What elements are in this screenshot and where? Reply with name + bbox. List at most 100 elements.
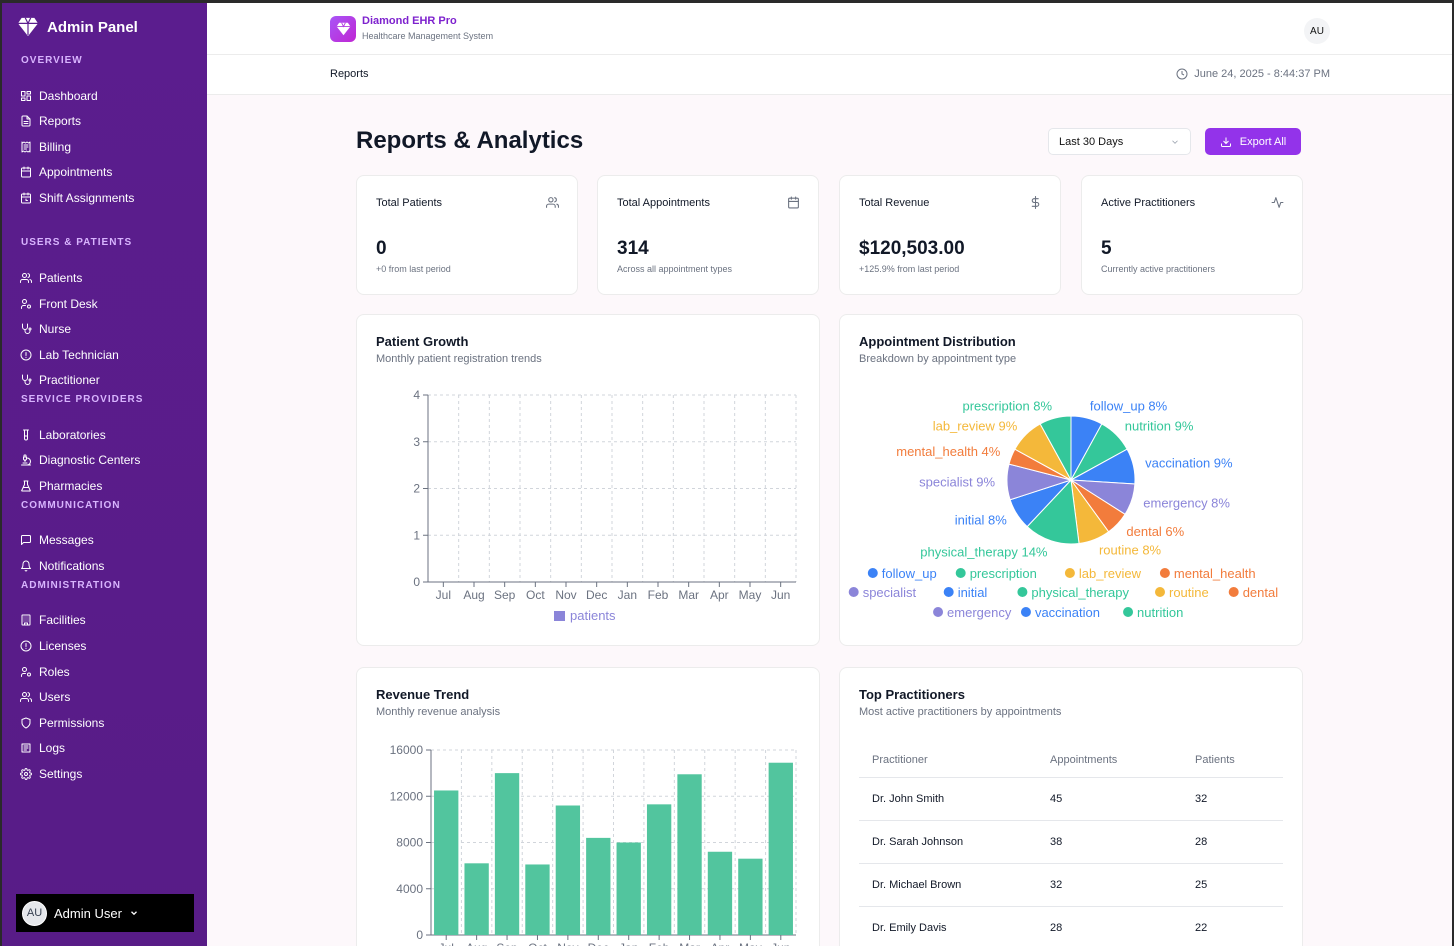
bar[interactable]	[494, 773, 520, 935]
datetime-text: June 24, 2025 - 8:44:37 PM	[1194, 68, 1330, 80]
stat-value: 314	[617, 238, 649, 259]
bar[interactable]	[677, 774, 702, 935]
legend-label-specialist: specialist	[863, 585, 917, 600]
sidebar-section-label: COMMUNICATION	[21, 500, 121, 511]
bar[interactable]	[738, 858, 763, 935]
stat-card-total-revenue: Total Revenue $120,503.00 +125.9% from las…	[839, 175, 1061, 295]
users-icon	[20, 691, 32, 703]
sidebar-item-diagnostic-centers[interactable]: Diagnostic Centers	[20, 451, 140, 469]
sidebar-item-laboratories[interactable]: Laboratories	[20, 426, 106, 444]
column-header-practitioner[interactable]: Practitioner	[859, 743, 1037, 778]
bar[interactable]	[464, 863, 489, 935]
sidebar-item-facilities[interactable]: Facilities	[20, 611, 86, 629]
bar[interactable]	[616, 842, 641, 936]
pie-slice-prescription[interactable]	[1039, 415, 1072, 481]
pie-data-label: nutrition 9%	[1125, 418, 1194, 433]
sidebar-item-notifications[interactable]: Notifications	[20, 557, 104, 575]
x-tick-label: Apr	[711, 941, 730, 946]
date-range-select[interactable]: Last 30 Days	[1048, 128, 1191, 155]
y-tick-label: 4	[413, 388, 420, 402]
practitioners-table: Practitioner Appointments Patients Dr. J…	[859, 743, 1283, 946]
x-tick-label: Oct	[528, 941, 547, 946]
sidebar-item-reports[interactable]: Reports	[20, 112, 81, 130]
column-header-appointments[interactable]: Appointments	[1037, 743, 1182, 778]
table-row[interactable]: Dr. Emily Davis 28 22	[859, 906, 1283, 946]
bar[interactable]	[586, 837, 611, 935]
app-logo-icon[interactable]	[330, 16, 356, 42]
bar[interactable]	[768, 762, 793, 935]
table-row[interactable]: Dr. Michael Brown 32 25	[859, 863, 1283, 907]
sidebar-item-users[interactable]: Users	[20, 688, 70, 706]
bar[interactable]	[707, 851, 733, 935]
bar[interactable]	[646, 804, 672, 935]
bar[interactable]	[525, 864, 550, 935]
sidebar-section-label: ADMINISTRATION	[21, 580, 121, 591]
sidebar: Admin Panel OVERVIEW Dashboard Reports Bill…	[2, 3, 207, 946]
sidebar-item-nurse[interactable]: Nurse	[20, 320, 71, 338]
test-tube-icon	[20, 429, 32, 441]
legend-swatch	[867, 568, 878, 578]
y-tick-label: 0	[416, 928, 423, 942]
sidebar-item-shift-assignments[interactable]: Shift Assignments	[20, 189, 134, 207]
sidebar-item-label: Roles	[39, 665, 70, 679]
datetime-display: June 24, 2025 - 8:44:37 PM	[1176, 68, 1330, 80]
sidebar-item-patients[interactable]: Patients	[20, 269, 82, 287]
stat-card-total-patients: Total Patients 0 +0 from last period	[356, 175, 578, 295]
y-tick-label: 8000	[396, 836, 423, 850]
alert-circle-icon	[20, 349, 32, 361]
sidebar-item-label: Notifications	[39, 559, 105, 573]
patient-growth-chart: 0 1 2 3 4 Jul Aug Sep Oct Nov Dec Jan Feb Mar Apr May Ju…	[413, 388, 797, 623]
column-header-patients[interactable]: Patients	[1182, 743, 1283, 778]
sidebar-item-billing[interactable]: Billing	[20, 138, 71, 156]
sidebar-item-label: Practitioner	[39, 373, 100, 387]
sidebar-item-dashboard[interactable]: Dashboard	[20, 87, 98, 105]
y-tick-label: 3	[413, 435, 420, 449]
table-row[interactable]: Dr. Sarah Johnson 38 28	[859, 820, 1283, 864]
user-menu-button[interactable]: AU Admin User	[16, 894, 194, 932]
chevron-down-icon	[1172, 139, 1178, 144]
sidebar-item-roles[interactable]: Roles	[20, 663, 70, 681]
sidebar-item-practitioner[interactable]: Practitioner	[20, 371, 100, 389]
sub-header: Reports June 24, 2025 - 8:44:37 PM	[207, 55, 1452, 95]
patient-growth-title: Patient Growth	[376, 334, 469, 349]
sidebar-item-licenses[interactable]: Licenses	[20, 637, 86, 655]
sidebar-item-front-desk[interactable]: Front Desk	[20, 295, 98, 313]
sidebar-item-logs[interactable]: Logs	[20, 739, 65, 757]
user-name: Admin User	[54, 905, 122, 921]
sidebar-item-label: Pharmacies	[39, 479, 103, 493]
patient-growth-card: Patient Growth Monthly patient registrat…	[356, 314, 820, 646]
legend-label-lab_review: lab_review	[1079, 566, 1142, 581]
pie-slice-physical_therapy[interactable]	[1026, 478, 1080, 545]
sidebar-item-settings[interactable]: Settings	[20, 765, 82, 783]
x-tick-label: Aug	[463, 588, 484, 602]
sidebar-item-permissions[interactable]: Permissions	[20, 714, 104, 732]
sidebar-item-appointments[interactable]: Appointments	[20, 163, 112, 181]
stethoscope-icon	[20, 323, 32, 335]
legend-swatch	[943, 587, 954, 597]
flask-icon	[20, 480, 32, 492]
sidebar-item-label: Laboratories	[39, 428, 106, 442]
sidebar-item-lab-technician[interactable]: Lab Technician	[20, 346, 119, 364]
sidebar-brand[interactable]: Admin Panel	[17, 17, 138, 37]
legend-label-dental: dental	[1243, 585, 1279, 600]
practitioner-name-cell: Dr. Emily Davis	[859, 906, 1037, 946]
x-tick-label: Sep	[496, 941, 518, 946]
export-all-button[interactable]: Export All	[1205, 128, 1301, 155]
y-tick-label: 12000	[390, 789, 424, 803]
stat-value: 0	[376, 238, 387, 259]
x-tick-label: Feb	[648, 588, 669, 602]
diamond-logo-icon	[18, 17, 38, 37]
sidebar-item-pharmacies[interactable]: Pharmacies	[20, 477, 102, 495]
x-tick-label: Dec	[588, 941, 609, 946]
bar[interactable]	[434, 790, 459, 935]
header-avatar[interactable]: AU	[1304, 18, 1330, 44]
table-row[interactable]: Dr. John Smith 45 32	[859, 777, 1283, 821]
sidebar-item-label: Patients	[39, 271, 83, 285]
x-tick-label: Mar	[679, 941, 700, 946]
bar[interactable]	[555, 805, 581, 936]
breadcrumb[interactable]: Reports	[330, 68, 369, 80]
sidebar-item-label: Billing	[39, 140, 72, 154]
sidebar-item-messages[interactable]: Messages	[20, 531, 94, 549]
dollar-icon	[1029, 196, 1042, 209]
y-tick-label: 2	[413, 482, 420, 496]
